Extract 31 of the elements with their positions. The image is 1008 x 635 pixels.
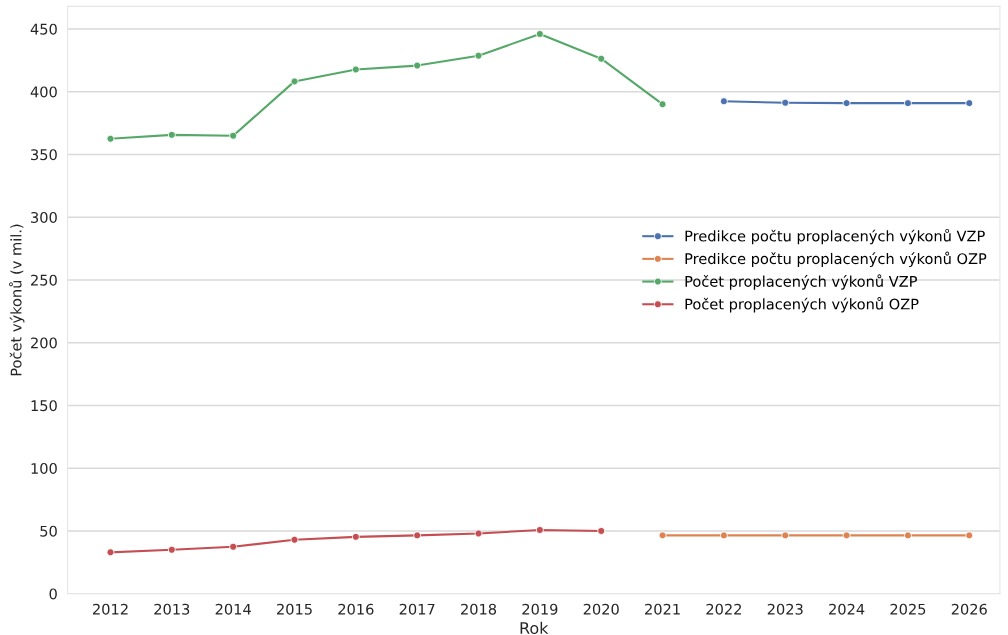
x-tick-label: 2014 <box>215 603 251 615</box>
x-tick-label: 2023 <box>767 603 803 615</box>
x-tick-label: 2025 <box>890 603 926 615</box>
x-tick-label: 2017 <box>399 603 435 615</box>
x-tick-label: 2021 <box>645 603 680 615</box>
y-tick-label: 0 <box>49 588 57 600</box>
y-tick-label: 300 <box>31 211 57 223</box>
x-axis-title: Rok <box>520 621 549 635</box>
x-tick-label: 2015 <box>277 603 312 615</box>
legend-label: Počet proplacených výkonů OZP <box>685 297 919 313</box>
x-tick-label: 2020 <box>583 603 619 615</box>
y-tick-label: 450 <box>30 23 57 35</box>
y-tick-label: 350 <box>31 149 57 161</box>
y-tick-label: 400 <box>30 86 57 98</box>
y-tick-label: 150 <box>31 400 57 412</box>
y-axis-title: Počet výkonů (v mil.) <box>9 224 25 376</box>
x-tick-label: 2019 <box>522 603 558 615</box>
x-tick-label: 2016 <box>338 603 374 615</box>
legend-label: Predikce počtu proplacených výkonů OZP <box>685 251 987 268</box>
legend-label: Predikce počtu proplacených výkonů VZP <box>685 228 985 245</box>
y-tick-label: 50 <box>40 525 57 537</box>
x-tick-label: 2012 <box>92 603 128 615</box>
x-tick-label: 2013 <box>154 603 190 615</box>
y-tick-label: 200 <box>31 337 57 349</box>
x-tick-label: 2024 <box>829 603 865 615</box>
x-tick-label: 2022 <box>706 603 741 615</box>
x-tick-label: 2026 <box>951 603 987 615</box>
x-tick-label: 2018 <box>461 603 497 615</box>
y-tick-label: 250 <box>31 274 57 286</box>
legend-label: Počet proplacených výkonů VZP <box>685 274 917 290</box>
y-tick-label: 100 <box>31 462 57 474</box>
